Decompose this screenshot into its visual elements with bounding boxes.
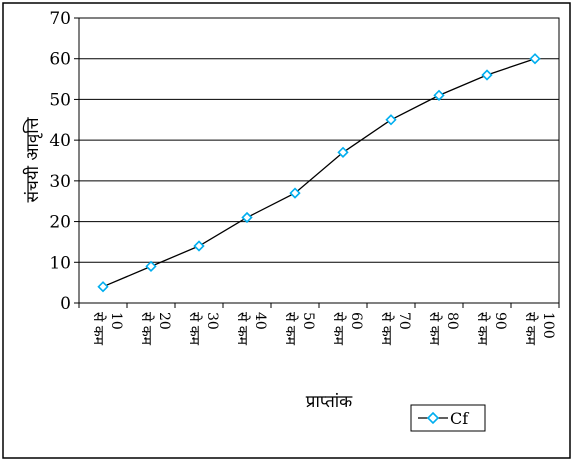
x-tick-number: 100 (540, 312, 556, 339)
data-point (145, 260, 157, 272)
x-tick-prefix: से कम (282, 312, 299, 346)
y-axis-title: संचयी आवृत्ति (22, 117, 43, 202)
y-tick-label: 30 (49, 172, 71, 192)
series-line-cf (102, 58, 536, 288)
y-tick-label: 10 (49, 253, 71, 273)
legend-label: Cf (450, 409, 469, 428)
x-tick-prefix: से कम (138, 312, 155, 346)
y-tick-label: 40 (49, 131, 71, 151)
x-tick-label: से कम 70 (378, 312, 412, 346)
data-point (193, 240, 205, 252)
data-point (529, 53, 541, 65)
x-tick-label: से कम 50 (282, 312, 316, 346)
data-point (433, 89, 445, 101)
legend: Cf (410, 404, 486, 432)
data-point (481, 69, 493, 81)
gridlines (74, 17, 560, 308)
x-tick-label: से कम 30 (186, 312, 220, 346)
x-tick-number: 90 (492, 312, 508, 330)
x-tick-number: 40 (252, 312, 268, 330)
data-point (97, 281, 109, 293)
y-tick-label: 20 (49, 213, 71, 233)
y-tick-label: 70 (49, 9, 71, 29)
y-tick-label: 60 (49, 50, 71, 70)
y-tick-label: 0 (60, 294, 71, 314)
x-tick-prefix: से कम (90, 312, 107, 346)
x-tick-label: से कम 80 (426, 312, 460, 346)
x-tick-label: से कम 60 (330, 312, 364, 346)
x-tick-number: 50 (300, 312, 316, 330)
y-tick-label: 50 (49, 90, 71, 110)
y-tick-labels: 0 10 20 30 40 50 60 70 (49, 9, 71, 314)
x-tick-prefix: से कम (330, 312, 347, 346)
x-tick-labels: से कम 10 से कम 20 से कम 30 से कम 40 से कम 50 से कम… (90, 312, 556, 346)
x-tick-number: 70 (396, 312, 412, 330)
x-tick-prefix: से कम (426, 312, 443, 346)
x-tick-number: 10 (108, 312, 124, 330)
x-tick-prefix: से कम (234, 312, 251, 346)
x-tick-prefix: से कम (186, 312, 203, 346)
data-point (289, 187, 301, 199)
x-tick-number: 80 (444, 312, 460, 330)
x-tick-number: 30 (204, 312, 220, 330)
x-tick-prefix: से कम (522, 312, 539, 346)
x-tick-label: से कम 10 (90, 312, 124, 346)
legend-marker (426, 411, 440, 425)
series-markers (97, 53, 541, 293)
x-tick-label: से कम 90 (474, 312, 508, 346)
x-tick-number: 20 (156, 312, 172, 330)
x-tick-label: से कम 20 (138, 312, 172, 346)
x-tick-number: 60 (348, 312, 364, 330)
data-point (385, 114, 397, 126)
x-tick-label: से कम 100 (522, 312, 556, 346)
data-point (337, 146, 349, 158)
x-tick-label: से कम 40 (234, 312, 268, 346)
x-tick-prefix: से कम (378, 312, 395, 346)
x-axis-title: प्राप्तांक (306, 392, 353, 412)
x-tick-prefix: से कम (474, 312, 491, 346)
data-point (241, 211, 253, 224)
